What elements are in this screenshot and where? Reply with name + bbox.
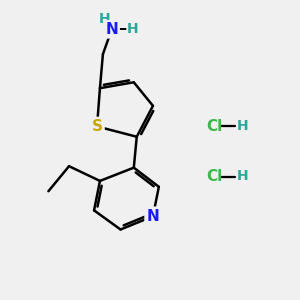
Text: H: H <box>237 119 249 134</box>
Text: H: H <box>98 12 110 26</box>
Text: H: H <box>237 169 249 184</box>
Text: N: N <box>105 22 118 37</box>
Text: H: H <box>127 22 139 36</box>
Text: N: N <box>147 209 159 224</box>
Text: Cl: Cl <box>206 119 222 134</box>
Text: S: S <box>92 119 103 134</box>
Text: Cl: Cl <box>206 169 222 184</box>
